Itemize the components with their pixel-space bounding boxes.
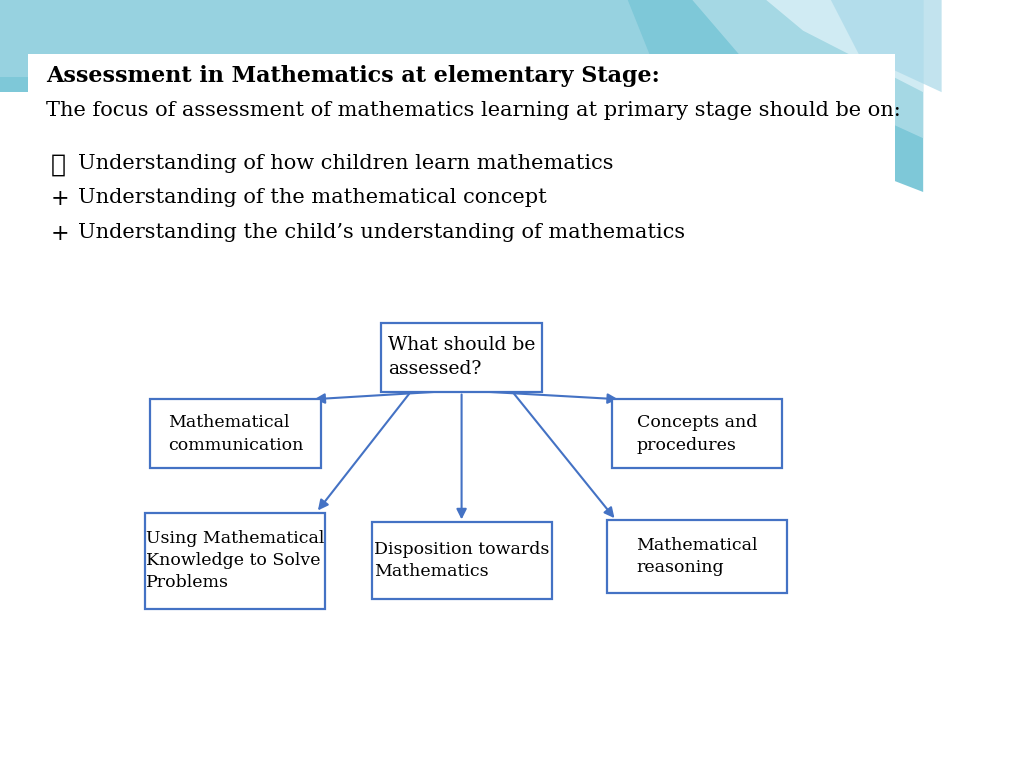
- Text: +: +: [51, 188, 70, 210]
- FancyBboxPatch shape: [28, 54, 895, 753]
- FancyBboxPatch shape: [611, 399, 782, 468]
- Text: Mathematical
communication: Mathematical communication: [168, 414, 303, 454]
- Polygon shape: [628, 0, 924, 192]
- FancyBboxPatch shape: [0, 0, 924, 77]
- Polygon shape: [766, 0, 924, 92]
- FancyBboxPatch shape: [381, 323, 543, 392]
- Text: ✦: ✦: [51, 154, 66, 177]
- FancyBboxPatch shape: [0, 0, 924, 92]
- Text: Assessment in Mathematics at elementary Stage:: Assessment in Mathematics at elementary …: [46, 65, 659, 88]
- Text: Understanding of the mathematical concept: Understanding of the mathematical concep…: [79, 188, 547, 207]
- Text: +: +: [51, 223, 70, 245]
- Text: The focus of assessment of mathematics learning at primary stage should be on:: The focus of assessment of mathematics l…: [46, 101, 901, 121]
- Text: Disposition towards
Mathematics: Disposition towards Mathematics: [374, 541, 549, 581]
- Polygon shape: [830, 0, 942, 92]
- Text: What should be
assessed?: What should be assessed?: [388, 336, 536, 378]
- FancyBboxPatch shape: [145, 513, 326, 608]
- FancyBboxPatch shape: [607, 521, 787, 593]
- Text: Concepts and
procedures: Concepts and procedures: [637, 414, 757, 454]
- FancyBboxPatch shape: [372, 522, 552, 599]
- Polygon shape: [692, 0, 924, 138]
- FancyBboxPatch shape: [150, 399, 321, 468]
- Text: Using Mathematical
Knowledge to Solve
Problems: Using Mathematical Knowledge to Solve Pr…: [146, 530, 325, 591]
- Text: Mathematical
reasoning: Mathematical reasoning: [636, 537, 758, 577]
- Text: Understanding of how children learn mathematics: Understanding of how children learn math…: [79, 154, 614, 173]
- Text: Understanding the child’s understanding of mathematics: Understanding the child’s understanding …: [79, 223, 686, 242]
